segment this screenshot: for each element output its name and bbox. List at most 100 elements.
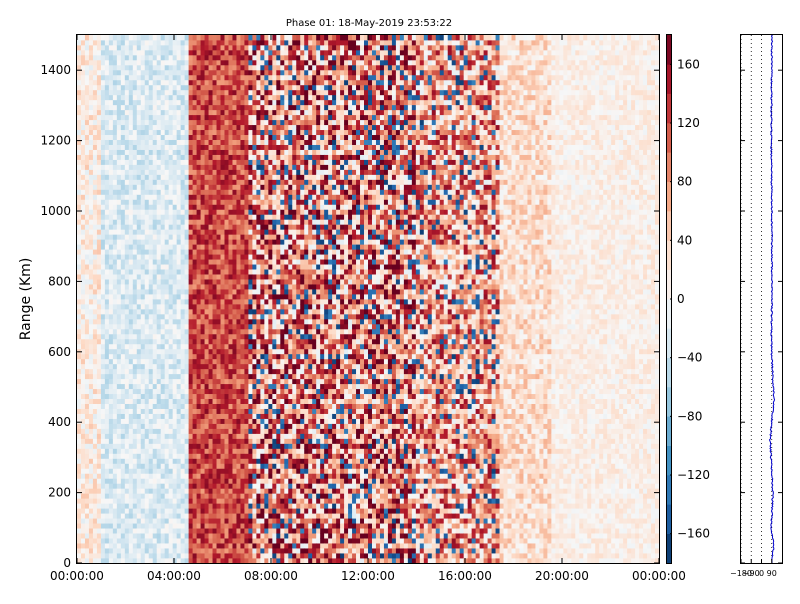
heatmap-cell [140, 119, 146, 126]
heatmap-cell [116, 463, 122, 469]
heatmap-cell [96, 388, 102, 395]
heatmap-cell [232, 463, 237, 469]
heatmap-cell [160, 164, 166, 170]
heatmap-cell [244, 84, 249, 91]
heatmap-cell [224, 368, 229, 375]
heatmap-cell [200, 159, 205, 165]
heatmap-cell [84, 318, 90, 325]
heatmap-cell [104, 174, 110, 180]
heatmap-cell [252, 214, 257, 220]
heatmap-cell [260, 169, 265, 175]
heatmap-cell [100, 79, 106, 86]
heatmap-cell [77, 44, 82, 51]
heatmap-cell [208, 234, 213, 240]
heatmap-cell [172, 458, 178, 464]
heatmap-cell [128, 74, 134, 81]
heatmap-cell [220, 463, 225, 469]
heatmap-cell [88, 159, 94, 165]
heatmap-cell [96, 199, 102, 205]
heatmap-cell [92, 308, 98, 315]
heatmap-cell [96, 443, 102, 449]
heatmap-cell [96, 99, 102, 106]
heatmap-cell [196, 229, 201, 235]
heatmap-cell [244, 35, 249, 41]
heatmap-cell [132, 179, 138, 185]
heatmap-cell [256, 289, 261, 295]
heatmap-cell [116, 478, 122, 484]
heatmap-cell [260, 294, 265, 300]
heatmap-cell [84, 428, 90, 434]
heatmap-cell [128, 35, 134, 41]
heatmap-cell [236, 468, 241, 474]
heatmap-cell [244, 398, 249, 404]
heatmap-cell [164, 189, 170, 195]
heatmap-cell [200, 453, 205, 459]
heatmap-cell [112, 69, 118, 76]
heatmap-cell [260, 279, 265, 285]
heatmap-cell [96, 254, 102, 260]
heatmap-cell [164, 348, 170, 355]
heatmap-cell [224, 553, 229, 559]
heatmap-cell [132, 99, 138, 106]
heatmap-cell [104, 179, 110, 185]
heatmap-cell [196, 488, 201, 494]
heatmap-cell [100, 373, 106, 380]
heatmap-cell [240, 104, 245, 111]
heatmap-cell [184, 343, 190, 350]
heatmap-cell [200, 154, 205, 160]
heatmap-cell [212, 149, 217, 155]
heatmap-cell [164, 204, 170, 210]
heatmap-cell [156, 478, 162, 484]
heatmap-cell [208, 54, 213, 61]
heatmap-cell [164, 533, 170, 539]
heatmap-cell [176, 169, 182, 175]
heatmap-cell [124, 154, 130, 160]
heatmap-cell [212, 378, 217, 385]
heatmap-cell [120, 348, 126, 355]
heatmap-cell [168, 154, 174, 160]
heatmap-cell [168, 54, 174, 61]
heatmap-cell [108, 149, 114, 155]
heatmap-cell [108, 129, 114, 136]
heatmap-cell [112, 438, 118, 444]
heatmap-cell [224, 518, 229, 524]
heatmap-cell [240, 533, 245, 539]
heatmap-cell [136, 289, 142, 295]
heatmap-cell [144, 328, 150, 335]
heatmap-cell [132, 543, 138, 549]
heatmap-cell [256, 408, 261, 414]
heatmap-cell [168, 553, 174, 559]
heatmap-cell [164, 214, 170, 220]
heatmap-cell [164, 443, 170, 449]
heatmap-cell [84, 538, 90, 544]
heatmap-cell [140, 348, 146, 355]
heatmap-cell [220, 493, 225, 499]
heatmap-cell [108, 189, 114, 195]
heatmap-cell [152, 473, 158, 479]
heatmap-cell [152, 214, 158, 220]
heatmap-cell [192, 79, 197, 86]
heatmap-cell [188, 478, 194, 484]
heatmap-cell [132, 69, 138, 76]
heatmap-cell [168, 179, 174, 185]
heatmap-cell [128, 294, 134, 300]
heatmap-cell [104, 104, 110, 111]
heatmap-cell [260, 548, 265, 554]
heatmap-cell [168, 533, 174, 539]
heatmap-cell [144, 274, 150, 280]
heatmap-cell [224, 418, 229, 424]
heatmap-cell [232, 398, 237, 404]
heatmap-cell [228, 74, 233, 81]
heatmap-cell [188, 74, 194, 81]
heatmap-cell [180, 94, 186, 101]
heatmap-cell [160, 543, 166, 549]
heatmap-cell [244, 393, 249, 400]
heatmap-cell [120, 388, 126, 395]
heatmap-cell [200, 144, 205, 150]
heatmap-cell [196, 79, 201, 86]
heatmap-cell [204, 289, 209, 295]
heatmap-cell [196, 194, 201, 200]
heatmap-cell [188, 64, 194, 71]
heatmap-cell [224, 279, 229, 285]
heatmap-cell [152, 383, 158, 390]
